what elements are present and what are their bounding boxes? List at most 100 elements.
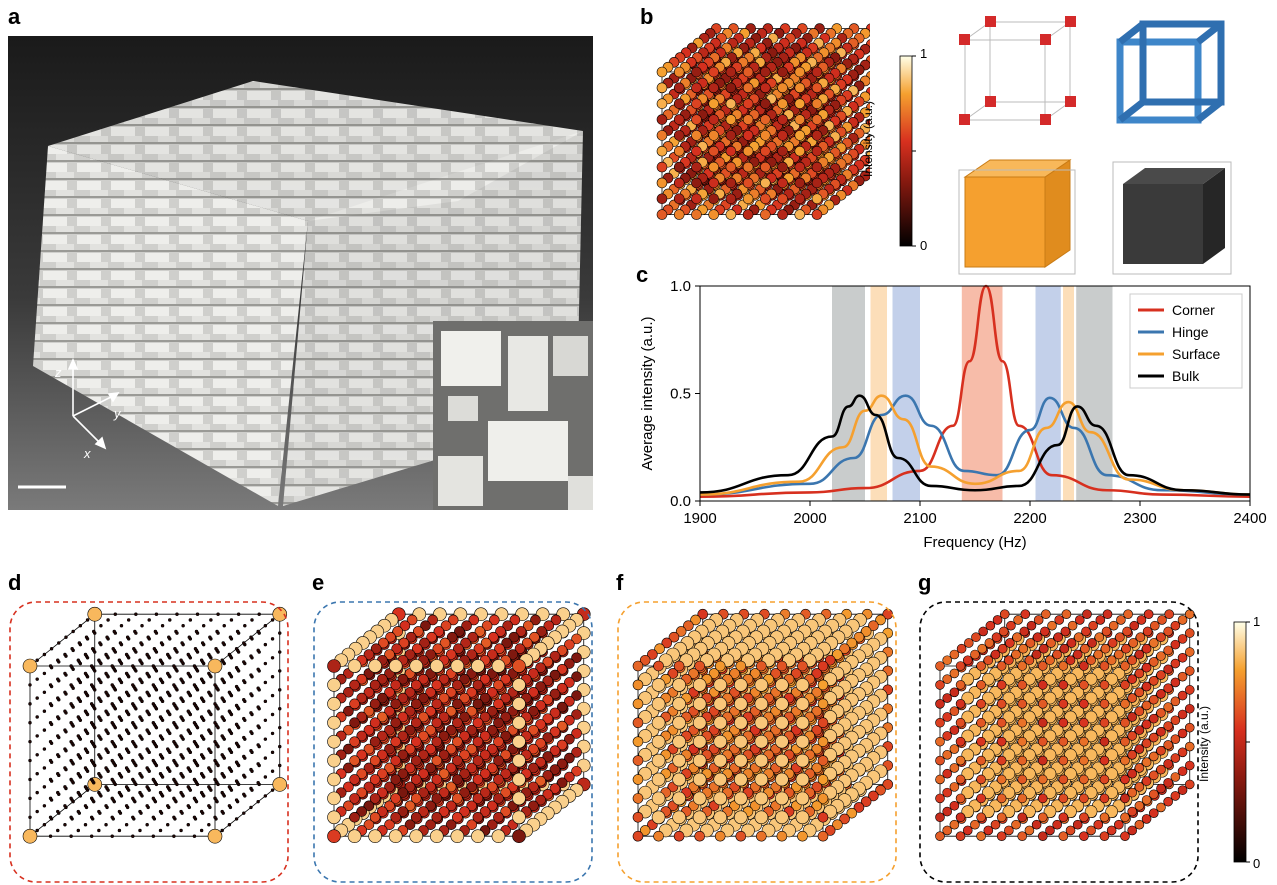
lattice-site <box>409 659 424 673</box>
lattice-site <box>158 677 163 681</box>
lattice-site <box>486 724 498 736</box>
lattice-site <box>853 631 865 643</box>
lattice-site <box>977 643 987 654</box>
lattice-site <box>42 766 47 770</box>
lattice-site <box>860 626 872 637</box>
lattice-site <box>486 687 498 698</box>
lattice-site <box>1086 655 1096 666</box>
lattice-site <box>1170 734 1181 744</box>
lattice-site <box>528 724 539 736</box>
lattice-site <box>69 758 73 763</box>
lattice-site <box>327 715 341 730</box>
lattice-site <box>425 687 436 698</box>
lattice-site <box>173 647 177 651</box>
lattice-site <box>131 815 135 819</box>
lattice-site <box>754 772 769 787</box>
lattice-site <box>1039 643 1049 654</box>
lattice-site <box>466 781 478 793</box>
lattice-site <box>1094 632 1105 643</box>
lattice-site <box>942 655 952 666</box>
lattice-site <box>1064 672 1077 686</box>
lattice-site <box>733 734 748 749</box>
lattice-site <box>775 772 789 787</box>
lattice-site <box>754 697 769 711</box>
lattice-site <box>500 711 511 723</box>
lattice-site <box>249 635 253 639</box>
lattice-site <box>466 819 478 830</box>
lattice-site <box>158 658 163 662</box>
lattice-site <box>535 700 546 711</box>
series-line-hinge <box>699 394 1251 496</box>
lattice-site <box>347 659 362 673</box>
lattice-site <box>35 715 39 719</box>
x-tick-label: 2200 <box>1013 510 1046 527</box>
lattice-site <box>817 793 829 804</box>
lattice-site <box>234 817 239 821</box>
lattice-site <box>1142 626 1153 637</box>
lattice-site <box>1002 729 1016 743</box>
x-tick-label: 2100 <box>903 510 936 527</box>
lattice-site <box>775 810 789 825</box>
lattice-site <box>63 804 67 808</box>
lattice-site <box>356 730 368 742</box>
lattice-site <box>199 828 204 833</box>
lattice-site <box>817 679 829 691</box>
lattice-site <box>48 834 53 838</box>
lattice-site <box>1108 620 1119 631</box>
lattice-site <box>956 643 967 654</box>
lattice-site <box>542 675 554 687</box>
lattice-site <box>399 620 411 632</box>
corner-mode-icon <box>959 16 1076 125</box>
lattice-site <box>868 790 879 802</box>
lattice-site <box>138 696 142 700</box>
lattice-site <box>69 739 73 744</box>
lattice-site <box>775 791 789 806</box>
lattice-site <box>207 785 211 789</box>
lattice-site <box>1148 657 1159 667</box>
lattice-site <box>425 743 436 755</box>
lattice-site <box>556 720 568 732</box>
lattice-site <box>192 721 197 725</box>
lattice-site <box>110 777 114 782</box>
lattice-site <box>192 834 197 838</box>
lattice-site <box>549 669 561 681</box>
lattice-site <box>179 753 183 757</box>
lattice-site <box>1148 770 1159 781</box>
lattice-site <box>377 730 388 742</box>
lattice-site <box>377 711 388 723</box>
lattice-site <box>145 690 149 695</box>
lattice-site <box>83 785 88 789</box>
lattice-site <box>199 715 204 719</box>
lattice-site <box>1002 748 1016 762</box>
lattice-site <box>794 193 806 205</box>
lattice-site <box>1045 655 1055 666</box>
lattice-site <box>104 804 108 808</box>
lattice-site <box>502 620 513 632</box>
lattice-site <box>811 687 823 698</box>
lattice-site <box>1100 643 1111 654</box>
lattice-site <box>56 696 60 700</box>
lattice-site <box>153 629 158 634</box>
lattice-site <box>97 790 101 795</box>
lattice-site <box>639 825 651 836</box>
lattice-site <box>1163 796 1173 807</box>
lattice-site <box>420 620 431 632</box>
lattice-site <box>846 807 858 819</box>
lattice-site <box>452 717 463 729</box>
lattice-site <box>656 209 668 220</box>
lattice-site <box>691 98 702 109</box>
lattice-site <box>794 209 806 220</box>
lattice-site <box>363 800 375 812</box>
lattice-site <box>708 209 719 220</box>
lattice-site <box>742 209 754 220</box>
lattice-site <box>117 658 122 662</box>
lattice-site <box>151 664 156 668</box>
lattice-site <box>1156 726 1166 737</box>
panel-label-c: c <box>636 262 649 287</box>
legend-label-bulk: Bulk <box>1172 368 1200 384</box>
lattice-site <box>172 721 176 725</box>
lattice-site <box>632 793 644 804</box>
surface-mode-icon <box>958 159 1076 275</box>
lattice-site <box>647 649 658 660</box>
lattice-site <box>512 659 526 673</box>
